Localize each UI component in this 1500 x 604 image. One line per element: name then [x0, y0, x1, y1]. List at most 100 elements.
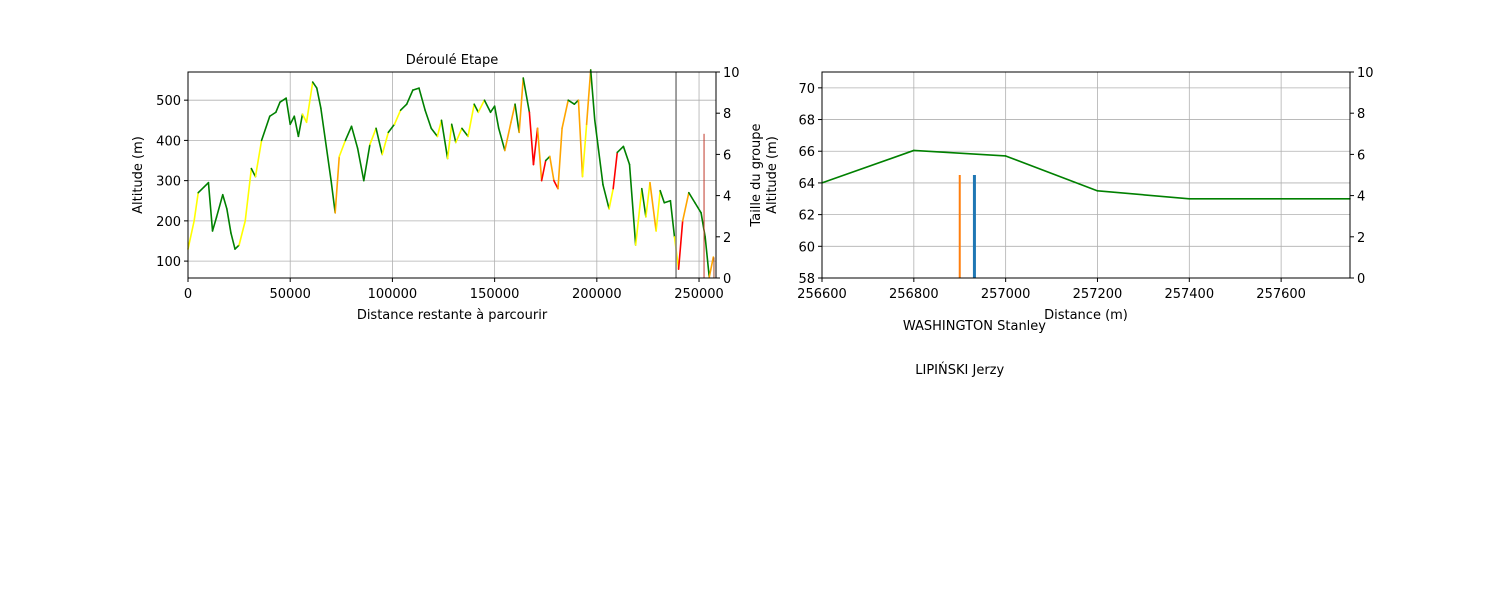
profile-segment [473, 103, 480, 114]
chart-title: Déroulé Etape [406, 53, 499, 68]
profile-segment [528, 111, 535, 166]
y-tick-label: 200 [156, 215, 181, 230]
profile-segment [483, 99, 492, 114]
profile-segment [514, 103, 520, 134]
y-tick-label: 100 [156, 255, 181, 270]
group-bar [703, 133, 705, 278]
profile-segment [279, 97, 287, 103]
y2-tick-label: 2 [1357, 231, 1365, 246]
profile-segment [677, 220, 684, 270]
profile-segment [238, 220, 247, 246]
y-tick-label: 58 [798, 272, 815, 287]
y2-axis-label: Taille du groupe [749, 123, 764, 227]
profile-segment [311, 81, 318, 89]
profile-segment [305, 81, 314, 124]
profile-segment [440, 119, 449, 160]
profile-segment [215, 193, 224, 218]
profile-segment [226, 207, 232, 234]
x-tick-label: 256600 [797, 287, 847, 302]
y-tick-label: 500 [156, 94, 181, 109]
rider-label: LIPIŃSKI Jerzy [915, 362, 1004, 378]
profile-segment [612, 151, 619, 190]
profile-segment [381, 131, 390, 156]
x-tick-label: 250000 [674, 287, 724, 302]
y-tick-label: 66 [798, 145, 815, 160]
profile-segment [694, 201, 702, 214]
profile-segment [628, 163, 637, 246]
profile-segment [688, 191, 696, 204]
profile-segment [375, 127, 383, 156]
y-tick-label: 68 [798, 114, 815, 129]
profile-segment [593, 119, 604, 186]
profile-segment [412, 87, 420, 91]
y2-tick-label: 10 [723, 66, 740, 81]
profile-segment [913, 149, 1007, 157]
profile-segment [450, 123, 457, 144]
x-tick-label: 257000 [981, 287, 1031, 302]
profile-segment [330, 179, 336, 214]
profile-segment [197, 185, 206, 194]
profile-segment [640, 187, 647, 218]
y-tick-label: 64 [798, 177, 815, 192]
profile-segment [193, 191, 200, 222]
x-tick-label: 100000 [368, 287, 418, 302]
y2-tick-label: 2 [723, 231, 731, 246]
profile-segment [1004, 155, 1099, 192]
profile-segment [557, 127, 563, 190]
x-axis-label: Distance restante à parcourir [357, 308, 548, 323]
y2-tick-label: 10 [1357, 66, 1374, 81]
profile-segment [362, 143, 371, 182]
y2-tick-label: 6 [723, 148, 731, 163]
profile-segment [301, 113, 308, 124]
profile-segment [338, 139, 347, 158]
profile-segment [585, 69, 592, 126]
group-bar [958, 175, 961, 278]
profile-segment [393, 109, 402, 126]
profile-segment [561, 99, 570, 130]
y2-tick-label: 0 [1357, 272, 1365, 287]
y-tick-label: 400 [156, 134, 181, 149]
profile-segment [405, 89, 414, 105]
profile-segment [669, 199, 676, 238]
x-axis-label: Distance (m) [1044, 308, 1128, 323]
profile-segment [446, 123, 453, 160]
profile-segment [616, 145, 625, 154]
profile-segment [297, 113, 304, 138]
x-tick-label: 0 [184, 287, 192, 302]
y2-tick-label: 6 [1357, 148, 1365, 163]
y2-tick-label: 8 [723, 107, 731, 122]
y-axis-label: Altitude (m) [131, 136, 146, 214]
x-tick-label: 150000 [470, 287, 520, 302]
group-bar [713, 257, 715, 278]
profile-segment [581, 123, 588, 178]
y2-tick-label: 0 [723, 272, 731, 287]
y-tick-label: 60 [798, 240, 815, 255]
rider-label: WASHINGTON Stanley [903, 319, 1046, 334]
profile-segment [234, 244, 240, 250]
x-tick-label: 256800 [889, 287, 939, 302]
profile-segment [275, 101, 281, 114]
profile-segment [221, 193, 228, 210]
profile-segment [356, 147, 365, 182]
profile-segment [602, 183, 610, 210]
profile-segment [334, 155, 341, 214]
profile-segment [285, 97, 292, 126]
profile-segment [549, 155, 555, 182]
profile-segment [399, 103, 408, 112]
profile-segment [387, 123, 396, 134]
profile-segment [622, 145, 631, 166]
profile-segment [454, 127, 463, 144]
profile-segment [608, 187, 614, 210]
y2-tick-label: 4 [1357, 190, 1365, 205]
profile-segment [230, 232, 236, 250]
profile-segment [254, 139, 263, 178]
profile-segment [350, 125, 359, 150]
profile-segment [320, 107, 332, 182]
y-tick-label: 62 [798, 209, 815, 224]
profile-segment [577, 99, 584, 178]
profile-segment [477, 99, 486, 114]
profile-segment [700, 212, 706, 238]
profile-segment [645, 181, 651, 218]
